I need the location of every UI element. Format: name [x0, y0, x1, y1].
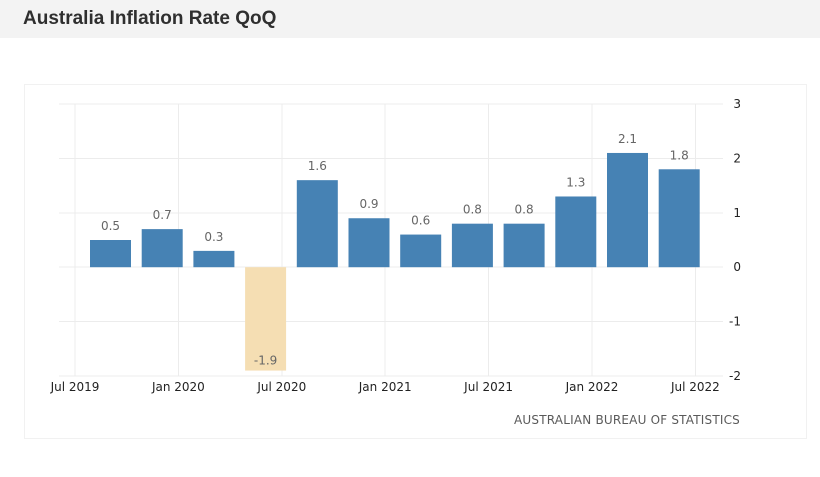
bar-jun-2021[interactable]: [451, 223, 493, 268]
x-tick-label: Jul 2022: [670, 380, 720, 394]
source-label: AUSTRALIAN BUREAU OF STATISTICS: [514, 413, 740, 427]
bar-value-label: 1.3: [566, 175, 585, 189]
x-tick-label: Jan 2020: [151, 380, 205, 394]
y-axis: 3 2 1 0 -1 -2: [729, 97, 741, 383]
bar-value-label: 0.8: [463, 203, 482, 217]
bar-dec-2019[interactable]: [141, 229, 183, 268]
bar-layer: [90, 152, 700, 371]
y-tick-label: -1: [729, 315, 741, 329]
bar-value-label: 0.7: [153, 208, 172, 222]
bar-jun-2020[interactable]: [245, 267, 287, 371]
x-tick-label: Jul 2020: [256, 380, 306, 394]
bar-value-label: 0.3: [204, 230, 223, 244]
y-tick-label: -2: [729, 369, 741, 383]
bar-value-label: 2.1: [618, 132, 637, 146]
x-axis: Jul 2019 Jan 2020 Jul 2020 Jan 2021 Jul 2021…: [50, 380, 720, 394]
bar-dec-2021[interactable]: [555, 196, 597, 268]
bar-mar-2022[interactable]: [607, 152, 648, 268]
y-tick-label: 3: [733, 97, 741, 111]
x-tick-label: Jan 2022: [565, 380, 619, 394]
bar-sep-2021[interactable]: [503, 223, 545, 268]
bar-dec-2020[interactable]: [348, 218, 390, 268]
bar-value-label: 0.8: [515, 203, 534, 217]
bar-mar-2020[interactable]: [193, 250, 235, 268]
bar-value-label: 0.6: [411, 214, 430, 228]
x-tick-label: Jan 2021: [358, 380, 412, 394]
y-tick-label: 1: [733, 206, 741, 220]
bar-sep-2019[interactable]: [90, 240, 131, 268]
bar-value-label: 1.8: [670, 148, 689, 162]
bar-label-layer: 0.5 0.7 0.3 -1.9 1.6 0.9 0.6 0.8 0.8 1.3 2.1 1.8: [101, 132, 689, 368]
bar-mar-2021[interactable]: [400, 234, 442, 268]
bar-jun-2022[interactable]: [658, 169, 700, 268]
bar-value-label: 0.9: [359, 197, 378, 211]
bar-value-label: -1.9: [254, 354, 277, 368]
bar-value-label: 0.5: [101, 219, 120, 233]
page-title: Australia Inflation Rate QoQ: [23, 8, 277, 29]
y-tick-label: 2: [733, 151, 741, 165]
x-tick-label: Jul 2021: [463, 380, 513, 394]
x-tick-label: Jul 2019: [50, 380, 100, 394]
title-bar: Australia Inflation Rate QoQ: [0, 0, 820, 38]
bar-value-label: 1.6: [308, 159, 327, 173]
bar-sep-2020[interactable]: [296, 180, 338, 268]
y-tick-label: 0: [733, 260, 741, 274]
